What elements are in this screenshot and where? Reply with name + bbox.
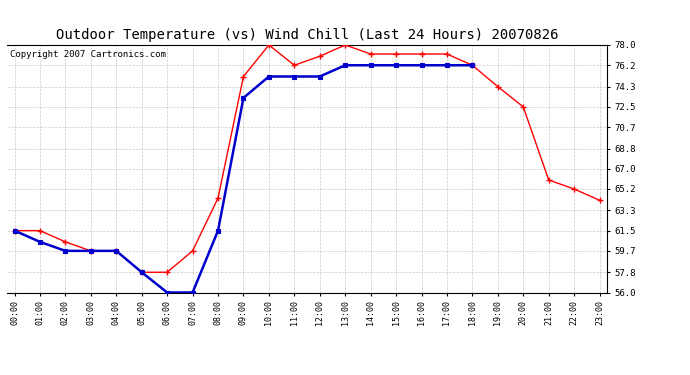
Title: Outdoor Temperature (vs) Wind Chill (Last 24 Hours) 20070826: Outdoor Temperature (vs) Wind Chill (Las…: [56, 28, 558, 42]
Text: Copyright 2007 Cartronics.com: Copyright 2007 Cartronics.com: [10, 50, 166, 59]
